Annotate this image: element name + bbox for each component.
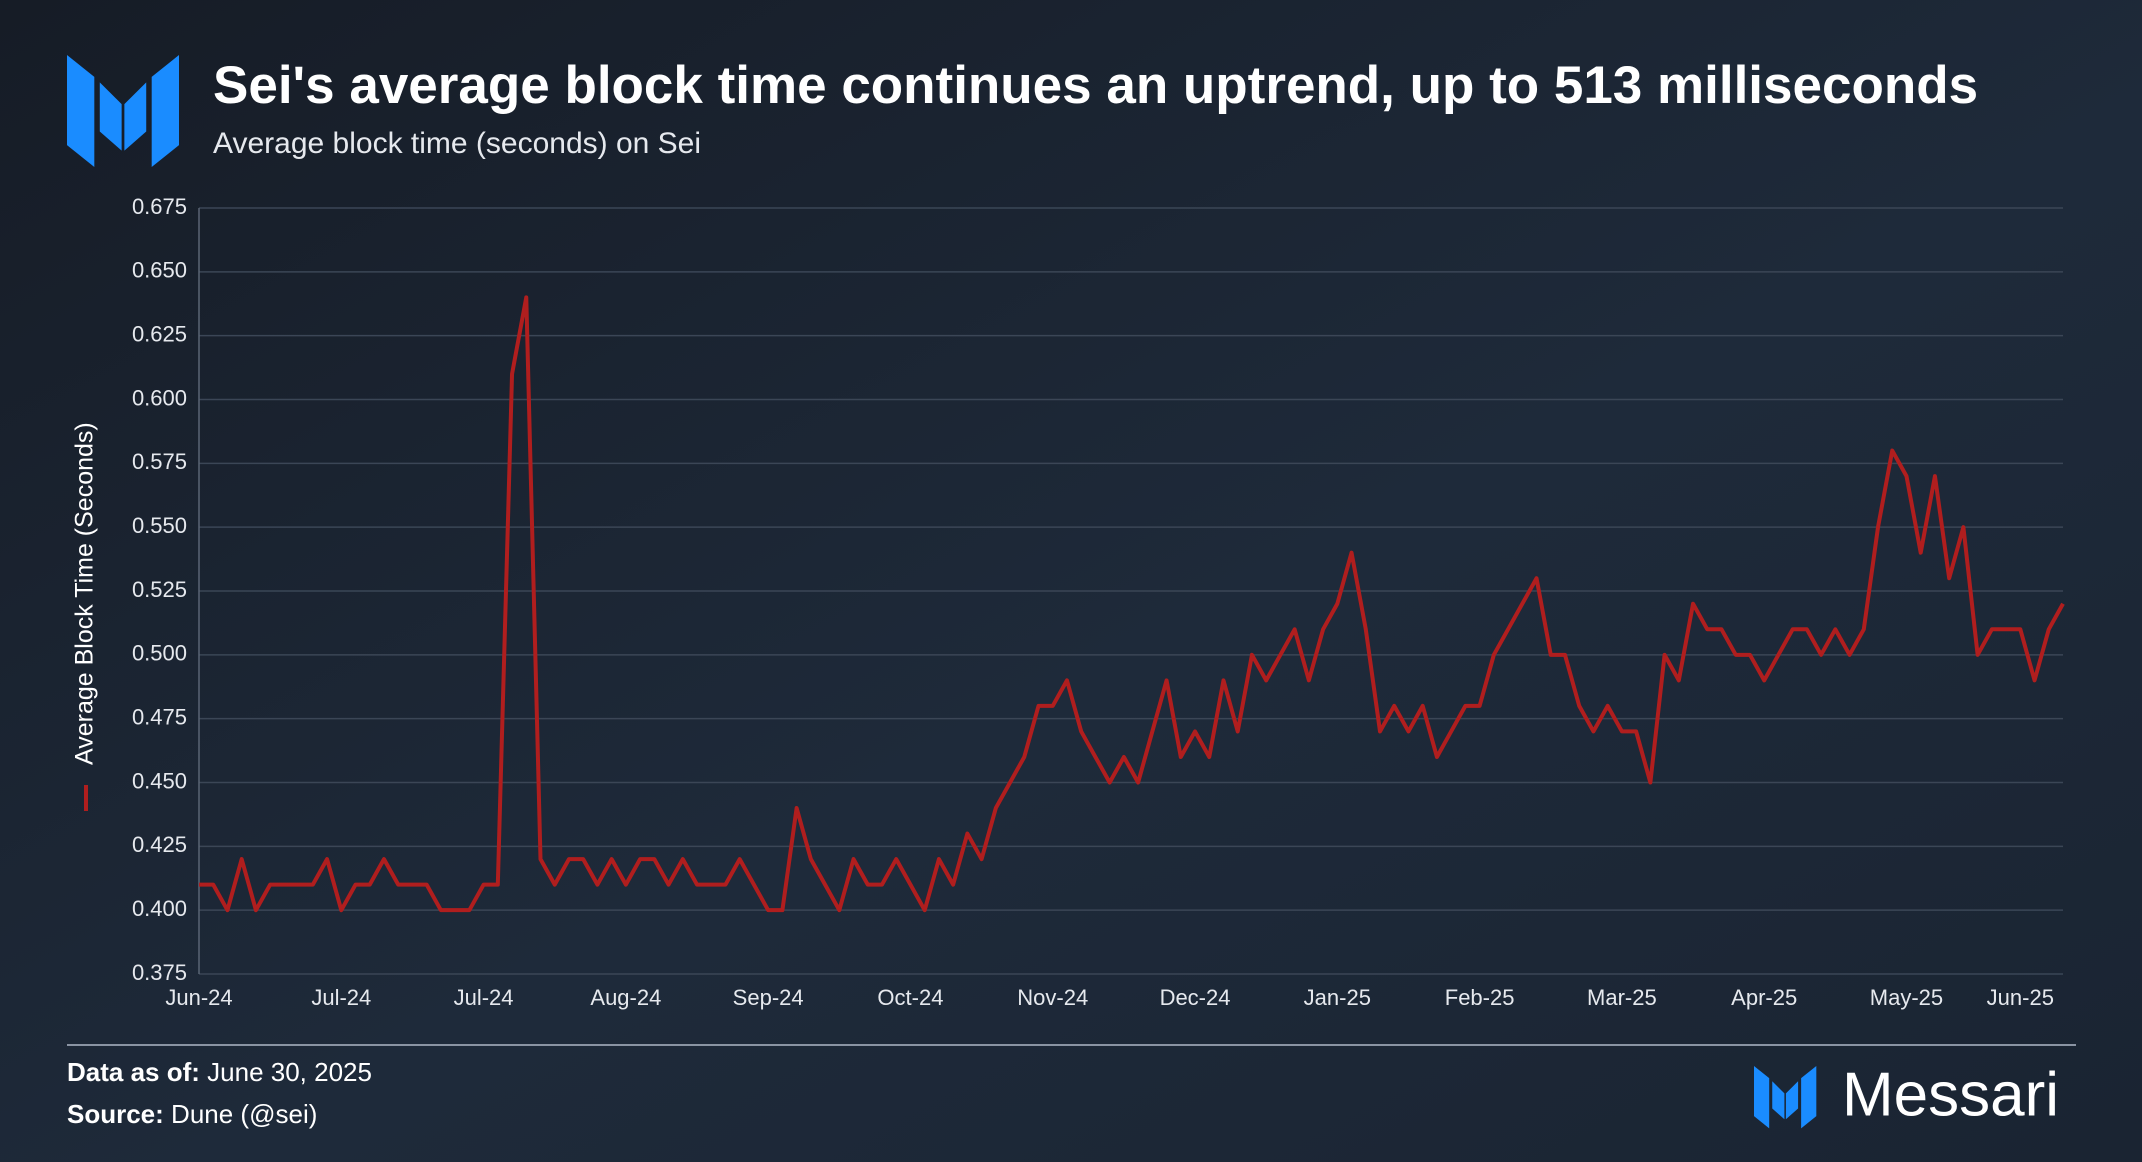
legend: Average Block Time (Seconds): [71, 422, 99, 811]
y-tick-label: 0.425: [132, 832, 187, 857]
y-tick-label: 0.600: [132, 385, 187, 410]
y-tick-label: 0.450: [132, 768, 187, 793]
x-tick-label: Mar-25: [1587, 985, 1657, 1010]
y-tick-label: 0.575: [132, 449, 187, 474]
footer-date: Data as of: June 30, 2025: [67, 1057, 372, 1087]
y-tick-label: 0.375: [132, 960, 187, 985]
x-tick-label: Dec-24: [1160, 985, 1231, 1010]
x-tick-label: Jun-24: [165, 985, 232, 1010]
x-tick-label: Jul-24: [454, 985, 514, 1010]
y-tick-label: 0.475: [132, 704, 187, 729]
footer-date-label: Data as of:: [67, 1057, 200, 1087]
footer-source-label: Source:: [67, 1099, 164, 1129]
x-tick-label: Jun-25: [1987, 985, 2054, 1010]
y-tick-label: 0.525: [132, 577, 187, 602]
legend-label: Average Block Time (Seconds): [71, 422, 99, 765]
x-tick-label: May-25: [1870, 985, 1943, 1010]
y-tick-label: 0.675: [132, 194, 187, 219]
footer-source: Source: Dune (@sei): [67, 1099, 317, 1129]
x-tick-label: Sep-24: [733, 985, 804, 1010]
x-tick-label: Aug-24: [590, 985, 661, 1010]
y-tick-label: 0.625: [132, 321, 187, 346]
y-tick-label: 0.500: [132, 641, 187, 666]
y-tick-label: 0.550: [132, 513, 187, 538]
x-tick-label: Apr-25: [1731, 985, 1797, 1010]
logo: [67, 55, 180, 168]
plot-area: 0.375 0.400 0.425 0.450 0.475 0.500 0.525 0.550…: [71, 194, 2065, 1010]
y-tick-label: 0.400: [132, 896, 187, 921]
brand-logo: [1754, 1066, 1817, 1129]
footer-source-value: Dune (@sei): [171, 1099, 317, 1129]
footer-date-value: June 30, 2025: [207, 1057, 372, 1087]
y-tick-label: 0.650: [132, 258, 187, 283]
data-line: [199, 295, 2065, 913]
x-tick-label: Jan-25: [1304, 985, 1371, 1010]
x-tick-label: Oct-24: [877, 985, 943, 1010]
x-tick-label: Nov-24: [1017, 985, 1088, 1010]
chart-subtitle: Average block time (seconds) on Sei: [213, 127, 701, 160]
x-tick-label: Jul-24: [311, 985, 371, 1010]
x-tick-label: Feb-25: [1445, 985, 1515, 1010]
brand-name: Messari: [1842, 1060, 2059, 1129]
chart-title: Sei's average block time continues an up…: [213, 56, 1978, 115]
